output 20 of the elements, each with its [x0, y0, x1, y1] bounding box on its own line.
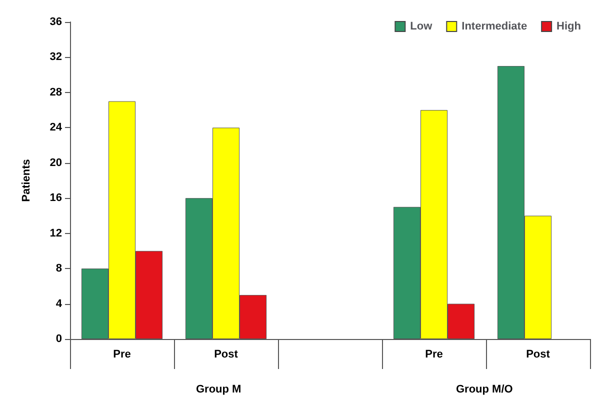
y-tick-label: 20 [50, 156, 62, 169]
y-tick-label: 24 [50, 122, 63, 134]
y-tick-label: 32 [50, 51, 62, 64]
y-tick-label: 0 [56, 333, 62, 345]
x-tick-label: Post [526, 348, 550, 360]
legend-label: Intermediate [462, 20, 528, 32]
x-tick-label: Pre [113, 348, 131, 360]
y-tick-label: 36 [50, 16, 62, 28]
legend-label: Low [410, 20, 433, 32]
legend-label: High [556, 20, 582, 32]
y-tick-label: 4 [56, 298, 63, 310]
y-tick-label: 16 [50, 192, 62, 204]
text: Group M/O [456, 384, 514, 396]
y-tick-label: 28 [50, 86, 62, 98]
text: Group M [196, 384, 242, 396]
y-axis-title: Patients [20, 159, 32, 202]
x-tick-label: Post [214, 348, 238, 360]
y-tick-label: 12 [50, 227, 62, 240]
y-tick-label: 8 [56, 262, 62, 275]
x-tick-label: Pre [425, 348, 443, 360]
